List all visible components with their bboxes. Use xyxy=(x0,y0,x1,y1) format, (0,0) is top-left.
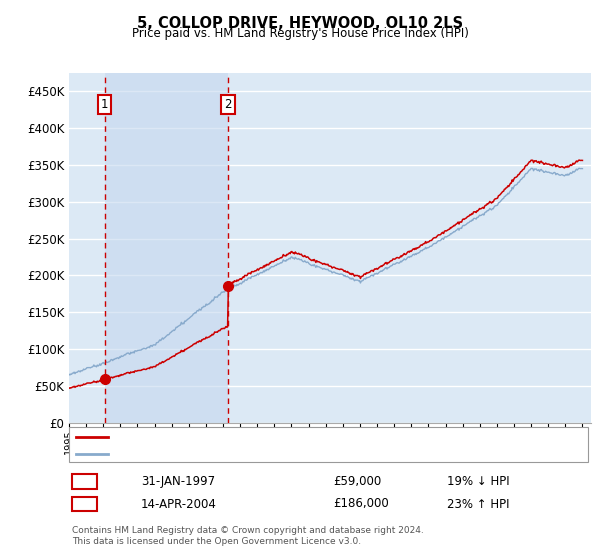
Text: 19% ↓ HPI: 19% ↓ HPI xyxy=(447,475,509,488)
Text: 14-APR-2004: 14-APR-2004 xyxy=(141,497,217,511)
Bar xyxy=(104,73,228,423)
Text: £59,000: £59,000 xyxy=(333,475,381,488)
Text: 2: 2 xyxy=(82,497,89,511)
Text: 1: 1 xyxy=(82,475,89,488)
Text: 5, COLLOP DRIVE, HEYWOOD, OL10 2LS (detached house): 5, COLLOP DRIVE, HEYWOOD, OL10 2LS (deta… xyxy=(114,432,438,442)
Text: Price paid vs. HM Land Registry's House Price Index (HPI): Price paid vs. HM Land Registry's House … xyxy=(131,27,469,40)
Text: HPI: Average price, detached house, Rochdale: HPI: Average price, detached house, Roch… xyxy=(114,449,371,459)
Text: 1: 1 xyxy=(101,98,109,111)
Text: 23% ↑ HPI: 23% ↑ HPI xyxy=(447,497,509,511)
Text: £186,000: £186,000 xyxy=(333,497,389,511)
Text: 5, COLLOP DRIVE, HEYWOOD, OL10 2LS: 5, COLLOP DRIVE, HEYWOOD, OL10 2LS xyxy=(137,16,463,31)
Text: 2: 2 xyxy=(224,98,232,111)
Text: 31-JAN-1997: 31-JAN-1997 xyxy=(141,475,215,488)
Text: Contains HM Land Registry data © Crown copyright and database right 2024.
This d: Contains HM Land Registry data © Crown c… xyxy=(72,526,424,546)
